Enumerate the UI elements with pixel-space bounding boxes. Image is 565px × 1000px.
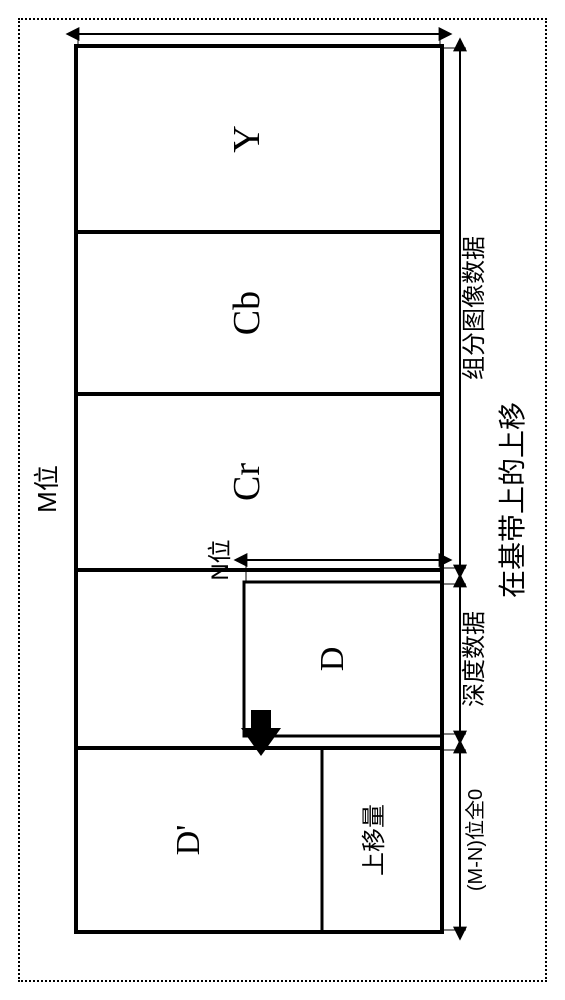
- m-bits-text: M位: [32, 465, 62, 513]
- svg-text:Y: Y: [226, 125, 268, 152]
- svg-text:D: D: [314, 647, 351, 672]
- svg-text:Cb: Cb: [226, 291, 268, 335]
- n-bits-text: N位: [207, 539, 234, 580]
- svg-text:D': D': [170, 825, 207, 856]
- title-text: 在基带上的上移: [497, 402, 528, 598]
- shift-amount-text: 上移量: [361, 804, 388, 876]
- depth-data-text: 深度数据: [461, 611, 488, 707]
- figure: Y Cb Cr D D' 上移量 M位 N位 组分图像数据 深度数据 (M-N)…: [0, 0, 565, 1000]
- svg-text:Cr: Cr: [226, 463, 268, 501]
- mn-zero-text: (M-N)位全0: [464, 789, 487, 891]
- component-data-text: 组分图像数据: [461, 236, 488, 380]
